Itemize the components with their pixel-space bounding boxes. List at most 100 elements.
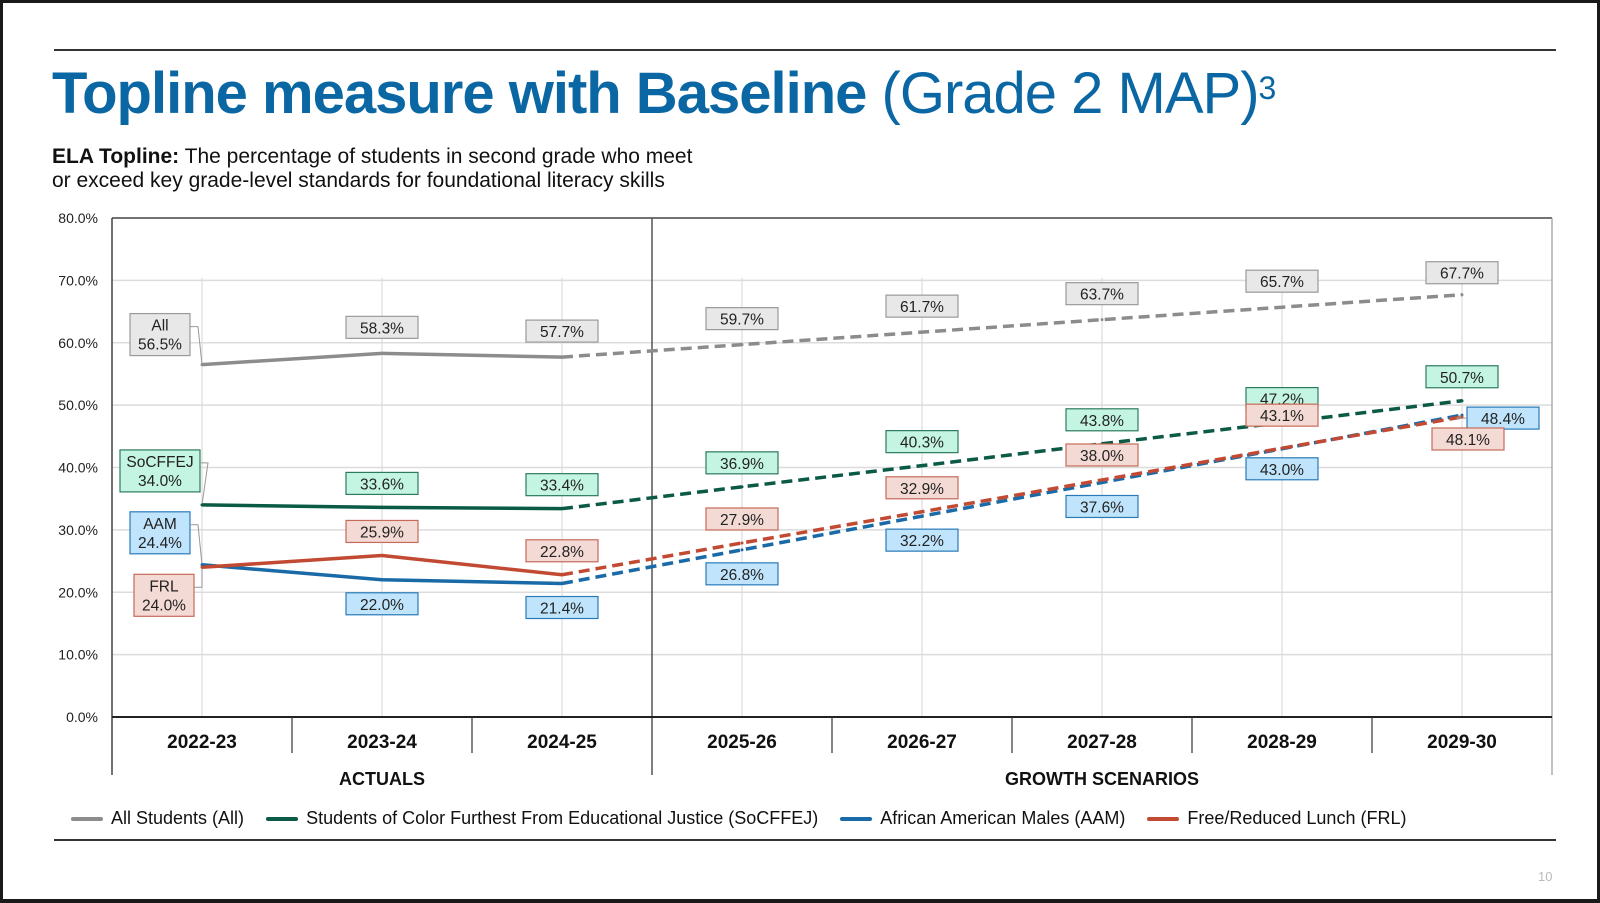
data-label: 32.9% <box>885 476 959 500</box>
data-label-box <box>525 595 599 620</box>
data-label-text: 22.8% <box>540 544 584 561</box>
page-number: 10 <box>1538 869 1553 884</box>
data-label: 61.7% <box>885 294 959 318</box>
data-label-box <box>1245 457 1319 481</box>
data-label: 38.0% <box>1065 443 1139 467</box>
data-label: 21.4% <box>525 595 599 620</box>
y-tick-label: 40.0% <box>58 460 98 476</box>
line-chart: 0.0% 10.0% 20.0% 30.0% 40.0% 50.0% 60.0% 70.0% 8… <box>58 210 1553 789</box>
data-point <box>1460 415 1464 419</box>
title-bold: Topline measure with Baseline <box>52 61 867 126</box>
leader-line <box>1455 414 1467 419</box>
data-label-text: 48.1% <box>1446 432 1490 449</box>
data-label: 27.9% <box>705 507 779 531</box>
leader-line <box>194 567 203 588</box>
data-label: 57.7% <box>525 319 599 343</box>
legend-label: Students of Color Furthest From Educatio… <box>306 808 819 828</box>
leader-line <box>190 326 203 365</box>
data-label: 65.7% <box>1245 269 1319 293</box>
legend-item-socffej: Students of Color Furthest From Educatio… <box>266 808 818 829</box>
x-tick-label: 2025-26 <box>707 732 777 753</box>
series-line-projected <box>561 413 1463 586</box>
top-rule <box>54 49 1556 51</box>
data-point <box>1280 305 1284 309</box>
data-label-text: 26.8% <box>720 567 764 584</box>
data-label-text: 65.7% <box>1260 274 1304 291</box>
data-label: 43.1% <box>1245 403 1319 427</box>
data-label: 63.7% <box>1065 282 1139 306</box>
legend-swatch <box>71 816 103 821</box>
data-label-box <box>705 307 779 331</box>
data-point <box>1460 293 1464 297</box>
data-label-text: 25.9% <box>360 524 404 541</box>
data-point <box>380 505 384 509</box>
data-point <box>1460 399 1464 403</box>
leader-line <box>200 462 209 505</box>
bottom-rule <box>54 839 1556 841</box>
data-label-box <box>885 528 959 552</box>
data-label-text: 61.7% <box>900 299 944 316</box>
data-label-text: SoCFFEJ <box>126 454 193 471</box>
data-point <box>200 363 204 367</box>
x-tick-label: 2028-29 <box>1247 732 1317 753</box>
x-tick-label: 2029-30 <box>1427 732 1497 753</box>
data-label: 37.6% <box>1065 494 1139 519</box>
data-label: 59.7% <box>705 307 779 331</box>
data-label-box <box>885 294 959 318</box>
data-point <box>200 503 204 507</box>
data-label-text: 56.5% <box>138 337 182 354</box>
data-label-text: 63.7% <box>1080 287 1124 304</box>
data-point <box>1100 478 1104 482</box>
data-label-text: 24.0% <box>142 597 186 614</box>
data-label-box <box>1065 494 1139 519</box>
y-tick-label: 10.0% <box>58 647 98 663</box>
subtitle-line2: or exceed key grade-level standards for … <box>52 169 665 192</box>
data-label: 22.8% <box>525 539 599 563</box>
y-tick-label: 70.0% <box>58 272 98 288</box>
data-point <box>380 578 384 582</box>
data-label-box <box>345 315 419 339</box>
group-label: GROWTH SCENARIOS <box>1005 769 1199 789</box>
data-point <box>920 514 924 518</box>
data-point <box>920 510 924 514</box>
data-point <box>1100 480 1104 484</box>
legend-label: African American Males (AAM) <box>880 808 1126 828</box>
data-label-text: 40.3% <box>900 435 944 452</box>
data-label: 48.1% <box>1431 427 1505 451</box>
page-title: Topline measure with Baseline (Grade 2 M… <box>52 59 1276 129</box>
data-label: 43.0% <box>1245 457 1319 481</box>
data-label: 32.2% <box>885 528 959 552</box>
data-label-text: 34.0% <box>138 473 182 490</box>
data-label-text: 38.0% <box>1080 448 1124 465</box>
subtitle: ELA Topline: The percentage of students … <box>52 145 692 193</box>
data-label-box <box>133 573 195 617</box>
data-point <box>740 548 744 552</box>
data-label-box <box>345 592 419 616</box>
data-point <box>740 485 744 489</box>
data-label-text: 43.8% <box>1080 413 1124 430</box>
title-light: (Grade 2 MAP) <box>881 61 1260 126</box>
data-label: 33.6% <box>345 471 419 496</box>
legend-swatch <box>266 816 299 821</box>
data-label-text: AAM <box>143 516 177 533</box>
data-point <box>200 563 204 567</box>
slide: Topline measure with Baseline (Grade 2 M… <box>3 3 1597 899</box>
data-point <box>1100 318 1104 322</box>
data-label: 43.8% <box>1065 408 1139 432</box>
x-tick-label: 2024-25 <box>527 732 597 753</box>
y-tick-label: 30.0% <box>58 522 98 538</box>
subtitle-line1: The percentage of students in second gra… <box>184 145 693 168</box>
data-label-text: 33.6% <box>360 476 404 493</box>
legend-item-all: All Students (All) <box>71 808 244 829</box>
leader-line <box>190 524 203 565</box>
data-label-box <box>345 519 419 544</box>
data-label-box <box>1065 443 1139 467</box>
data-label-box <box>885 476 959 500</box>
data-point <box>740 541 744 545</box>
data-label-box <box>1431 427 1505 451</box>
data-label-box <box>129 312 191 357</box>
data-label-box <box>525 319 599 343</box>
data-label-text: 33.4% <box>540 478 584 495</box>
data-label-text: 57.7% <box>540 324 584 341</box>
data-label-box <box>525 473 599 497</box>
